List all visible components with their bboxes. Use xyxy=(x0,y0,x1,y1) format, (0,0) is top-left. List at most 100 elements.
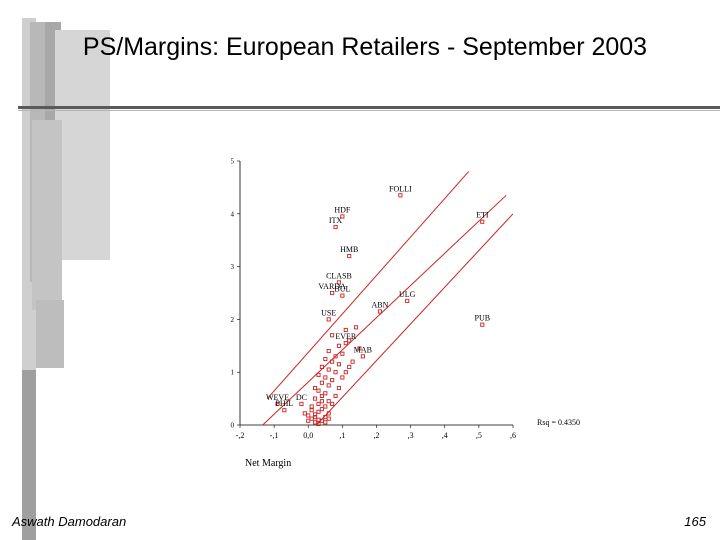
scatter-point xyxy=(309,408,314,413)
scatter-point xyxy=(316,409,321,414)
scatter-point xyxy=(302,411,307,416)
scatter-point xyxy=(340,351,345,356)
labeled-point xyxy=(347,253,352,259)
chart-points xyxy=(275,193,485,426)
point-label: ETI xyxy=(476,211,489,220)
y-tick-label: 0 xyxy=(231,422,235,430)
author-footer: Aswath Damodaran xyxy=(12,514,127,529)
point-label: FOLLI xyxy=(389,184,412,193)
scatter-point xyxy=(313,420,318,425)
labeled-point xyxy=(480,322,485,327)
scatter-point xyxy=(319,380,324,385)
x-tick-label: ,1 xyxy=(339,431,345,440)
scatter-point xyxy=(330,378,335,383)
scatter-point xyxy=(326,411,331,416)
regression-line-lower xyxy=(315,213,513,425)
scatter-point xyxy=(350,359,355,364)
scatter-point xyxy=(333,370,338,375)
point-label: ABN xyxy=(371,300,388,309)
page-number: 165 xyxy=(684,514,706,529)
scatter-point xyxy=(347,364,352,369)
scatter-point xyxy=(357,346,362,351)
labeled-point xyxy=(299,401,304,406)
scatter-point xyxy=(313,412,318,417)
y-tick-label: 2 xyxy=(231,316,235,324)
scatter-point xyxy=(309,416,314,421)
chart-axes: 0 1 2 3 4 5 -,2 -,1 0,0 ,1 ,2 ,3 ,4 ,5 ,6 xyxy=(231,158,517,441)
scatter-point xyxy=(316,417,321,422)
scatter-point xyxy=(323,420,328,425)
scatter-point xyxy=(330,359,335,364)
point-label: WEVE xyxy=(266,393,289,402)
labeled-point xyxy=(326,317,331,322)
labeled-point xyxy=(333,224,338,230)
point-label: PHIL xyxy=(275,399,293,408)
scatter-point xyxy=(316,421,321,426)
scatter-point xyxy=(326,399,331,404)
x-tick-label: ,3 xyxy=(408,431,414,440)
scatter-point xyxy=(330,401,335,406)
point-label: DC xyxy=(296,393,307,402)
labeled-point xyxy=(343,341,348,346)
point-label: ULG xyxy=(399,290,416,299)
scatter-point xyxy=(333,393,338,399)
scatter-point xyxy=(326,416,331,421)
scatter-point xyxy=(323,356,328,362)
point-label: HDF xyxy=(334,205,351,214)
decor-bar-4 xyxy=(55,30,110,260)
decor-bar-6 xyxy=(36,300,64,368)
scatter-point xyxy=(353,325,359,330)
labeled-point xyxy=(405,298,410,303)
point-label: BUL xyxy=(334,285,350,294)
scatter-point xyxy=(326,349,331,354)
point-label: VARDA xyxy=(318,282,346,291)
scatter-point xyxy=(316,388,321,393)
y-tick-label: 4 xyxy=(231,210,235,218)
x-tick-label: -,1 xyxy=(270,431,279,440)
y-tick-label: 5 xyxy=(231,158,235,166)
scatter-point xyxy=(313,385,318,391)
y-tick-label: 1 xyxy=(231,369,235,377)
scatter-point xyxy=(313,415,318,420)
point-label: EVER xyxy=(335,332,357,341)
scatter-point xyxy=(347,338,352,343)
scatter-point xyxy=(336,362,342,367)
decor-bar-7 xyxy=(22,370,36,540)
scatter-point xyxy=(326,367,331,372)
point-label: ITX xyxy=(329,216,343,225)
scatter-point xyxy=(316,372,321,377)
scatter-point xyxy=(343,370,348,375)
scatter-point xyxy=(333,354,338,359)
point-label: MAB xyxy=(354,345,372,354)
point-label: CLASB xyxy=(326,271,352,280)
scatter-point xyxy=(336,385,342,391)
point-label: USE xyxy=(321,308,336,317)
scatter-point xyxy=(323,404,328,409)
labeled-point xyxy=(336,280,342,285)
rsq-label: Rsq = 0.4350 xyxy=(537,418,580,427)
point-label: PUB xyxy=(475,314,491,323)
scatter-point xyxy=(343,327,348,333)
scatter-point xyxy=(336,343,342,348)
x-tick-label: -,2 xyxy=(236,431,245,440)
slide-title: PS/Margins: European Retailers - Septemb… xyxy=(82,33,648,61)
scatter-point xyxy=(340,375,345,380)
scatter-point xyxy=(319,399,324,404)
x-tick-label: ,4 xyxy=(442,431,448,440)
x-axis-label: Net Margin xyxy=(245,458,291,469)
labeled-point xyxy=(480,219,485,224)
scatter-point xyxy=(319,393,324,399)
labeled-point xyxy=(398,193,403,198)
scatter-point xyxy=(323,375,328,380)
labeled-point xyxy=(340,214,345,219)
labeled-point xyxy=(360,354,365,359)
decor-bar-5 xyxy=(32,120,62,310)
x-tick-label: 0,0 xyxy=(303,431,313,440)
x-tick-label: ,5 xyxy=(476,431,482,440)
labeled-point xyxy=(340,293,345,298)
title-rule xyxy=(18,106,720,109)
scatter-point xyxy=(313,396,318,401)
labeled-point xyxy=(275,401,280,406)
